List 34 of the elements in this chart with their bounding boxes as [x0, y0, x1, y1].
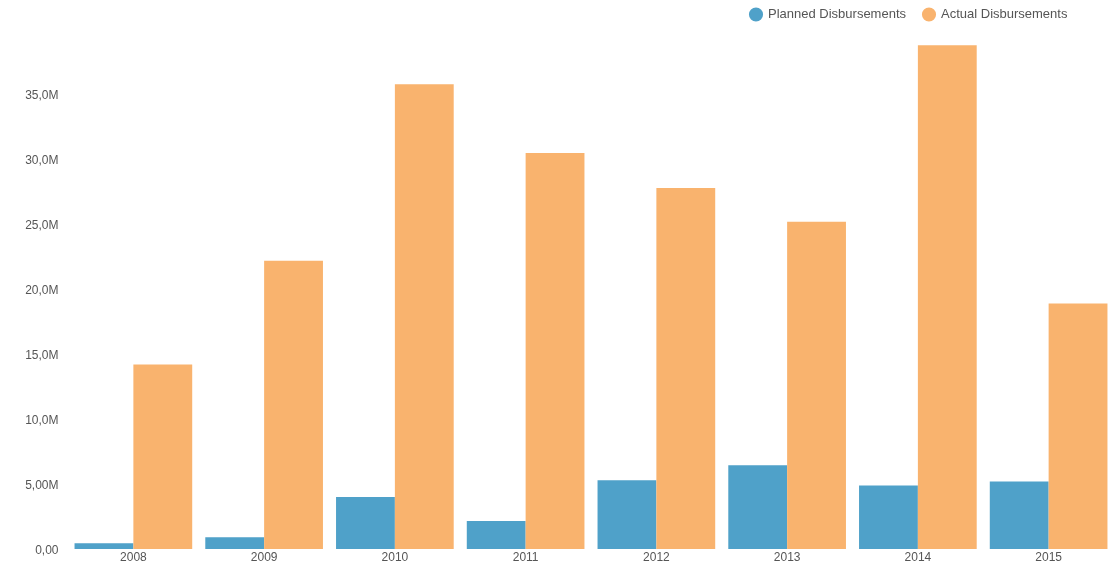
bar — [336, 497, 395, 549]
y-tick-label: 20,0M — [25, 282, 59, 297]
y-tick-label: 15,0M — [25, 347, 59, 362]
x-tick-label: 2011 — [512, 549, 539, 564]
bar — [728, 465, 788, 549]
y-tick-label: 10,0M — [25, 412, 59, 427]
bar — [1048, 303, 1108, 549]
legend-label: Actual Disbursements — [941, 6, 1068, 22]
bar — [466, 521, 526, 549]
bar — [205, 537, 265, 549]
y-tick-label: 0,00 — [35, 542, 59, 557]
bar — [394, 84, 454, 549]
bar — [656, 188, 716, 549]
x-tick-label: 2009 — [250, 549, 278, 564]
y-tick-label: 5,00M — [25, 477, 59, 492]
x-tick-label: 2013 — [773, 549, 801, 564]
bar — [989, 481, 1049, 549]
bar — [74, 543, 134, 549]
x-tick-label: 2008 — [120, 549, 148, 564]
y-tick-label: 30,0M — [25, 152, 59, 167]
bar — [787, 221, 846, 549]
x-tick-label: 2012 — [643, 549, 671, 564]
bar — [917, 45, 977, 549]
x-tick-label: 2014 — [904, 549, 932, 564]
x-tick-label: 2015 — [1035, 549, 1063, 564]
legend-label: Planned Disbursements — [768, 6, 907, 22]
bar — [859, 485, 918, 549]
bar — [525, 152, 585, 549]
bar — [264, 260, 323, 549]
x-tick-label: 2010 — [381, 549, 409, 564]
y-tick-label: 35,0M — [25, 88, 59, 103]
y-tick-label: 25,0M — [25, 217, 59, 232]
bar — [597, 480, 657, 549]
bar — [133, 364, 193, 549]
